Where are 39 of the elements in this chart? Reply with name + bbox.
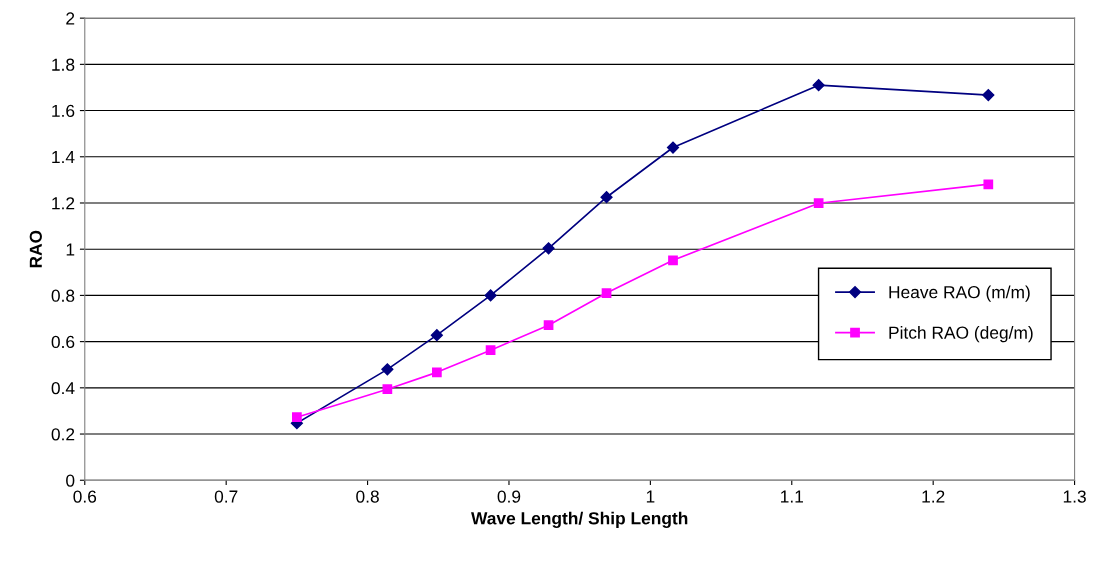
point [666, 141, 680, 154]
x-tick-label: 1.3 [1063, 490, 1086, 503]
y-tick-label: 0.8 [51, 289, 75, 302]
point [432, 367, 442, 378]
point [982, 88, 995, 102]
x-tick-label: 0.8 [356, 490, 379, 503]
y-tick-label: 2 [66, 12, 75, 25]
x-tick-label: 1.2 [922, 490, 945, 503]
y-tick-label: 0.6 [51, 335, 75, 349]
x-axis-title: Wave Length/ Ship Length [471, 511, 688, 528]
y-tick-label: 1.6 [52, 104, 75, 118]
point [983, 179, 994, 190]
point [542, 242, 555, 255]
point [381, 363, 394, 376]
point [292, 412, 302, 423]
legend-label: Pitch RAO (deg/m) [889, 326, 1033, 343]
point [813, 198, 824, 209]
point [812, 79, 825, 92]
point [601, 288, 612, 298]
point [484, 289, 497, 302]
x-tick-label: 1.1 [781, 490, 803, 503]
point [543, 320, 554, 331]
x-tick-label: 0.7 [214, 490, 238, 503]
point [600, 191, 613, 204]
y-tick-label: 1.2 [52, 197, 75, 210]
legend-label: Heave RAO (m/m) [889, 285, 1030, 302]
x-tick-label: 1 [646, 490, 655, 503]
x-tick-label: 0.9 [497, 490, 521, 503]
y-axis-title: RAO [29, 230, 42, 268]
y-tick-label: 0.2 [51, 428, 75, 441]
y-tick-label: 0 [66, 474, 75, 487]
y-tick-label: 1.4 [52, 151, 75, 164]
point [668, 255, 678, 266]
y-tick-label: 1 [66, 243, 75, 256]
point [382, 384, 393, 395]
point [430, 329, 443, 342]
y-tick-label: 0.4 [51, 382, 75, 395]
point [485, 345, 496, 356]
y-tick-label: 1.8 [52, 58, 75, 71]
